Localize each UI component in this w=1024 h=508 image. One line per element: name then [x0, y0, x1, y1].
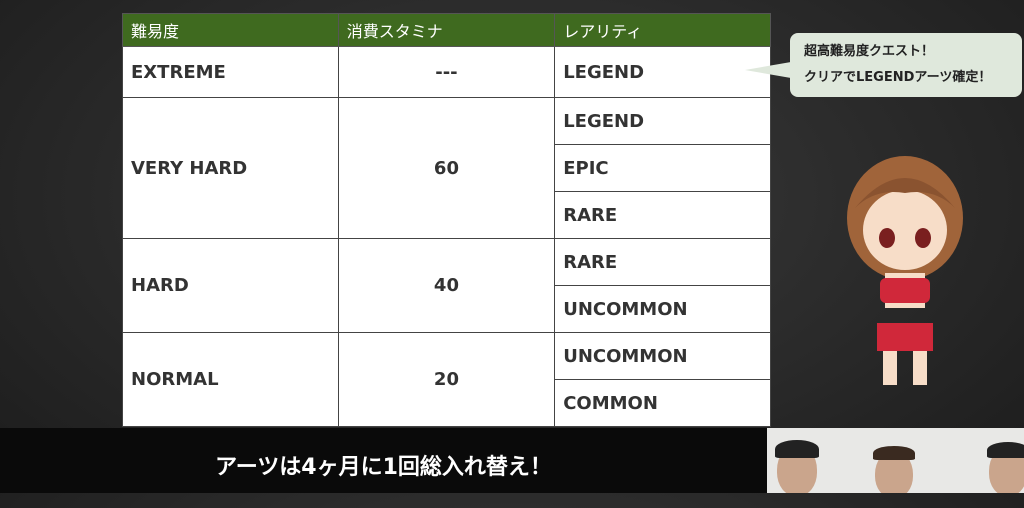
- table-row: NORMAL 20 UNCOMMON: [122, 332, 771, 427]
- speech-bubble: 超高難易度クエスト！ クリアでLEGENDアーツ確定！: [790, 33, 1022, 97]
- speech-bubble-tail: [745, 62, 791, 78]
- table-row: HARD 40 RARE: [122, 238, 771, 333]
- rarity-cell: UNCOMMON: [554, 285, 771, 333]
- rarity-cell: COMMON: [554, 379, 771, 427]
- webcam-feed: [767, 428, 1024, 493]
- rarity-cell: UNCOMMON: [554, 332, 771, 380]
- difficulty-cell: NORMAL: [122, 332, 339, 427]
- table-row: RARE: [123, 191, 771, 239]
- stamina-cell: ---: [337, 46, 556, 98]
- table-header: 難易度 消費スタミナ レアリティ: [122, 13, 771, 47]
- header-stamina: 消費スタミナ: [337, 13, 556, 47]
- caption-bar: アーツは4ヶ月に1回総入れ替え！: [0, 428, 767, 493]
- quest-difficulty-table: 難易度 消費スタミナ レアリティ EXTREME --- LEGEND VERY…: [122, 13, 771, 427]
- difficulty-cell: EXTREME: [122, 46, 339, 98]
- rarity-cell: EPIC: [554, 144, 771, 192]
- header-difficulty: 難易度: [122, 13, 339, 47]
- rarity-cell: RARE: [554, 191, 771, 239]
- table-row: EPIC: [123, 144, 771, 192]
- rarity-cell: RARE: [554, 238, 771, 286]
- difficulty-cell: HARD: [122, 238, 339, 333]
- mascot-character: [847, 156, 963, 385]
- table-row: COMMON: [123, 379, 771, 427]
- stamina-cell: 40: [337, 238, 556, 333]
- stamina-cell: 60: [337, 97, 556, 239]
- rarity-cell: LEGEND: [554, 97, 771, 145]
- stamina-cell: 20: [337, 332, 556, 427]
- caption-text: アーツは4ヶ月に1回総入れ替え！: [215, 455, 552, 480]
- bubble-line-1: 超高難易度クエスト！: [804, 44, 935, 59]
- rarity-cell: LEGEND: [554, 46, 771, 98]
- bubble-line-2: クリアでLEGENDアーツ確定！: [804, 70, 992, 85]
- table-row: VERY HARD 60 LEGEND: [122, 97, 771, 239]
- difficulty-cell: VERY HARD: [122, 97, 339, 239]
- header-rarity: レアリティ: [554, 13, 771, 47]
- table-row: EXTREME --- LEGEND: [122, 46, 771, 98]
